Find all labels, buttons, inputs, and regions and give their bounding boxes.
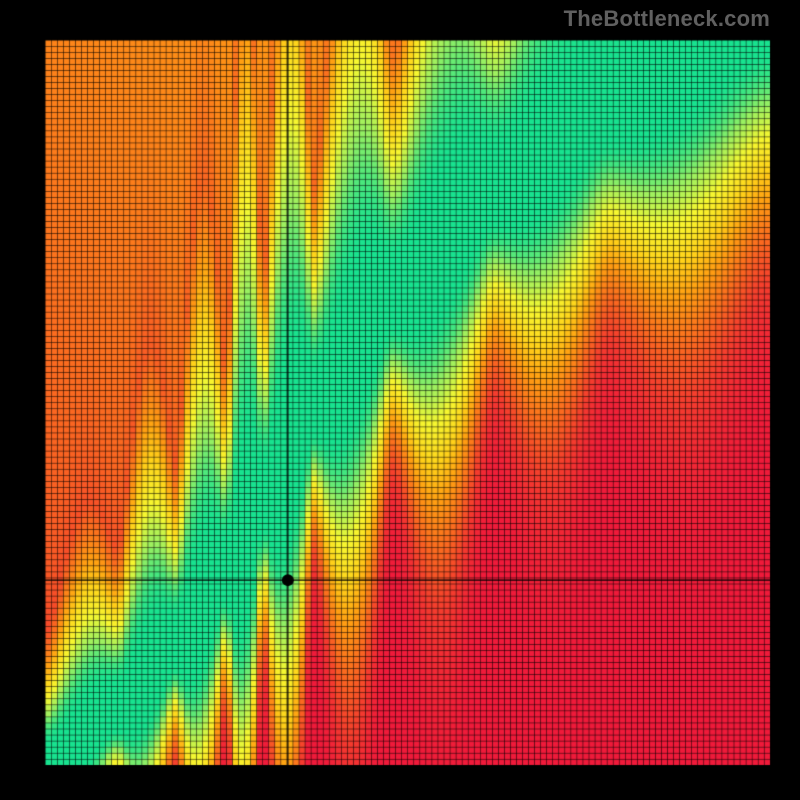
heatmap-canvas: [0, 0, 800, 800]
chart-container: TheBottleneck.com: [0, 0, 800, 800]
watermark-text: TheBottleneck.com: [564, 6, 770, 32]
